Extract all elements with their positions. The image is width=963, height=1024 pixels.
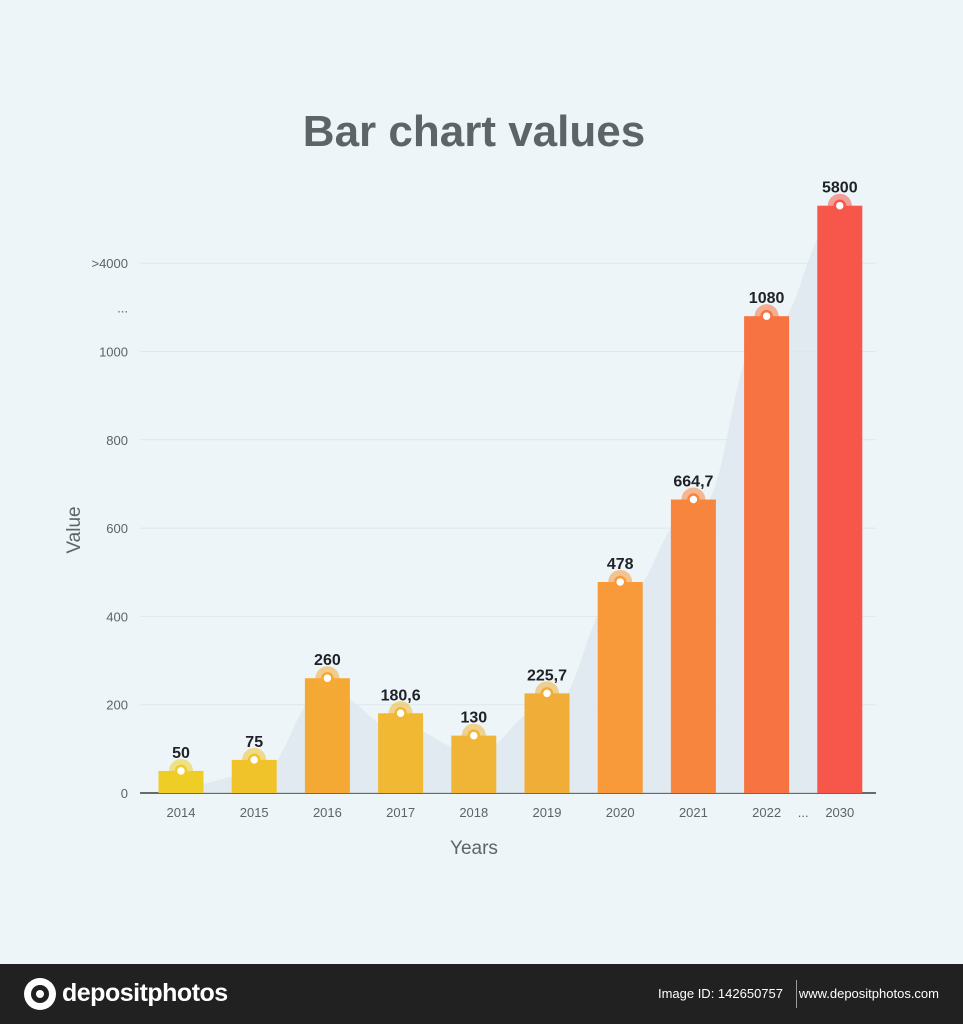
bar-marker: [687, 493, 700, 506]
footer-logo-text: depositphotos: [62, 979, 228, 1007]
bars-layer: [158, 193, 863, 793]
labels-layer: 50 2014 75 2015 260 2016 180,6 2017 130 2018 225,7…: [167, 180, 858, 820]
x-tick-label: 2020: [606, 805, 635, 820]
bar-marker: [247, 753, 261, 767]
bar-marker: [321, 671, 334, 685]
bar-value-label: 260: [314, 652, 341, 669]
bar-marker: [613, 575, 627, 589]
bar-marker: [833, 199, 847, 212]
bar-value-label: 5800: [822, 180, 858, 197]
x-tick-label: 2019: [533, 805, 562, 820]
y-axis-label: Value: [64, 506, 85, 553]
bar: [597, 581, 643, 793]
bar-value-label: 130: [460, 710, 487, 727]
bar: [817, 205, 863, 793]
x-tick-label: 2014: [167, 805, 196, 820]
bar: [524, 693, 570, 793]
y-tick-label: 800: [106, 433, 128, 448]
site-url-link[interactable]: www.depositphotos.com: [798, 986, 939, 1001]
bar-marker: [174, 764, 188, 778]
chart: Bar chart values 0 200 400 600 800 1000... >40…: [64, 107, 876, 859]
y-tick-label: >4000: [91, 256, 128, 271]
trend-layer: [171, 220, 840, 793]
y-tick-label: 0: [121, 786, 128, 801]
chart-svg: Bar chart values 0 200 400 600 800 1000... >40…: [64, 107, 876, 859]
x-tick-label: 2021: [679, 805, 708, 820]
bar-value-label: 50: [172, 745, 190, 762]
bar: [670, 499, 716, 793]
bar-marker: [760, 309, 773, 323]
bar-value-label: 75: [245, 734, 263, 751]
image-id-label: Image ID: 142650757: [657, 986, 783, 1001]
x-tick-label: 2022: [752, 805, 781, 820]
depositphotos-logo-icon: [24, 978, 56, 1010]
bar-value-label: 664,7: [673, 474, 713, 491]
x-axis-label: Years: [450, 838, 498, 859]
x-gap-label: ...: [798, 805, 809, 820]
bar: [744, 316, 790, 793]
bar-marker: [467, 729, 481, 742]
x-tick-label: 2017: [386, 805, 415, 820]
bar-value-label: 1080: [749, 290, 785, 307]
x-tick-label: 2030: [825, 805, 854, 820]
bar: [378, 713, 424, 793]
y-tick-label: 400: [106, 609, 128, 624]
x-tick-label: 2016: [313, 805, 342, 820]
footer-divider: [796, 980, 797, 1008]
y-tick-label: 600: [106, 521, 128, 536]
bar-value-label: 180,6: [381, 687, 421, 704]
trend-area: [171, 220, 840, 793]
y-tick-label: 1000: [99, 345, 128, 360]
y-tick-label: ...: [117, 300, 128, 315]
bar: [304, 678, 350, 793]
x-tick-label: 2018: [459, 805, 488, 820]
bar-value-label: 225,7: [527, 667, 567, 684]
bar-marker: [540, 687, 554, 700]
x-tick-label: 2015: [240, 805, 269, 820]
footer-bar: depositphotos Image ID: 142650757 www.de…: [0, 964, 963, 1024]
chart-title: Bar chart values: [303, 107, 645, 156]
bar-value-label: 478: [607, 556, 634, 573]
y-tick-label: 200: [106, 698, 128, 713]
bar-marker: [394, 707, 407, 720]
